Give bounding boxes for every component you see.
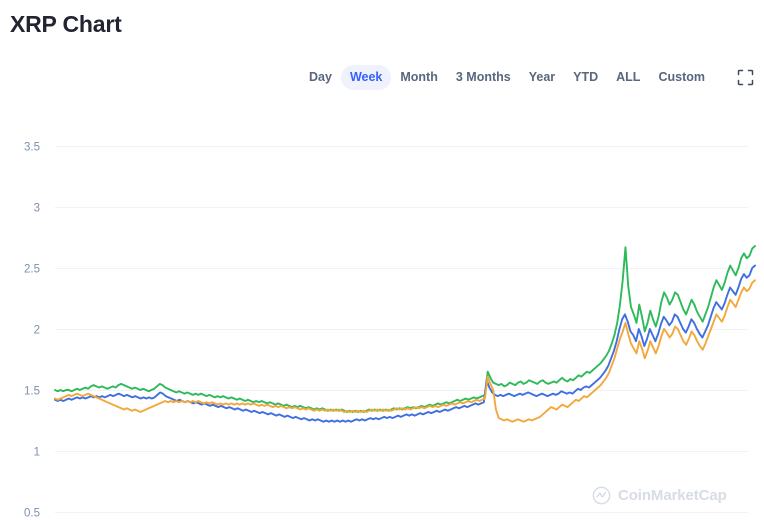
range-button-year[interactable]: Year xyxy=(520,65,564,90)
range-button-ytd[interactable]: YTD xyxy=(564,65,607,90)
y-axis-tick-label: 1.5 xyxy=(24,386,40,398)
y-axis-tick-label: 3 xyxy=(34,203,40,215)
range-button-3-months[interactable]: 3 Months xyxy=(447,65,520,90)
price-chart[interactable]: 3.5 3 2.5 2 1.5 1 0.5 xyxy=(0,100,764,520)
y-axis-tick-label: 0.5 xyxy=(24,508,40,520)
range-button-month[interactable]: Month xyxy=(391,65,446,90)
fullscreen-icon[interactable] xyxy=(736,67,756,87)
series-green xyxy=(54,245,756,413)
range-button-day[interactable]: Day xyxy=(300,65,341,90)
range-button-week[interactable]: Week xyxy=(340,64,392,90)
y-axis-tick-label: 1 xyxy=(34,447,40,459)
range-button-custom[interactable]: Custom xyxy=(649,65,714,90)
page-title: XRP Chart xyxy=(10,11,122,37)
chart-range-toolbar: Day Week Month 3 Months Year YTD ALL Custom xyxy=(300,64,764,90)
range-button-all[interactable]: ALL xyxy=(607,65,649,90)
y-axis-tick-label: 2 xyxy=(34,325,40,337)
y-axis-tick-label: 2.5 xyxy=(24,264,40,276)
y-axis-tick-label: 3.5 xyxy=(24,142,40,154)
series-blue xyxy=(54,264,756,423)
series-orange xyxy=(54,279,756,423)
